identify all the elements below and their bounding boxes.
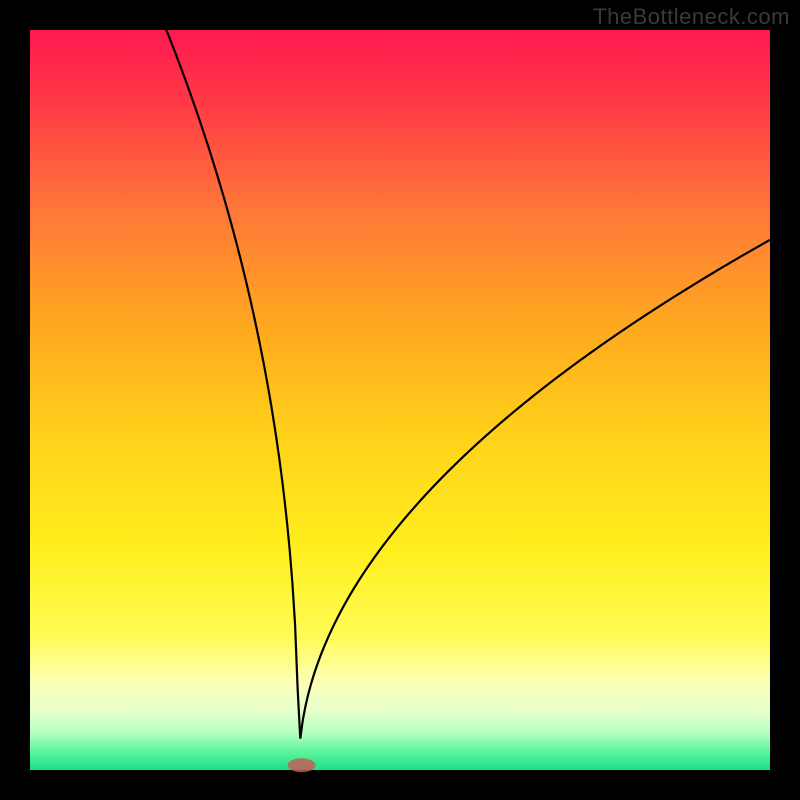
chart-svg [0,0,800,800]
plot-area [30,30,770,770]
watermark-text: TheBottleneck.com [593,4,790,30]
dip-marker [288,758,316,772]
bottleneck-chart: TheBottleneck.com [0,0,800,800]
